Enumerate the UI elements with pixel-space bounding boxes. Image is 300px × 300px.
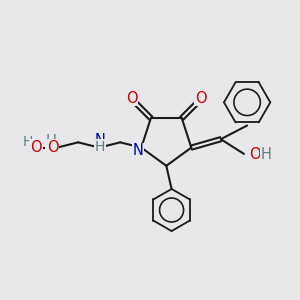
Text: O: O [195, 91, 206, 106]
Text: H: H [95, 140, 105, 154]
Text: O: O [30, 140, 42, 155]
Text: N: N [133, 143, 144, 158]
Text: O: O [47, 140, 59, 155]
Text: N: N [95, 133, 106, 148]
Text: O: O [126, 91, 138, 106]
Text: H: H [261, 148, 272, 163]
Text: H: H [45, 134, 56, 149]
Text: H: H [22, 135, 33, 149]
Text: O: O [249, 148, 261, 163]
